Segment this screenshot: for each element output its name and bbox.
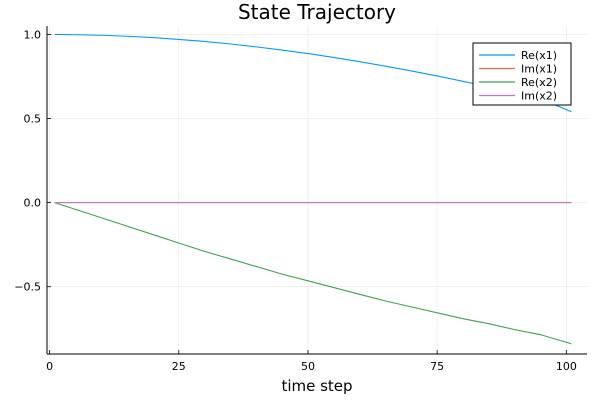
x-tick-label: 75: [430, 360, 444, 373]
y-tick-label: −0.5: [14, 281, 41, 294]
legend: Re(x1)Im(x1)Re(x2)Im(x2): [472, 42, 572, 106]
series-line-re-x2: [54, 202, 572, 345]
y-tick-label: 0.5: [24, 113, 42, 126]
ticks: 0 25 50 75 100 1.0 0.5 0.0 −0.5: [14, 28, 577, 373]
legend-box: [472, 42, 572, 106]
legend-items: Re(x1)Im(x1)Re(x2)Im(x2): [479, 49, 557, 103]
x-tick-label: 0: [46, 360, 53, 373]
legend-label-im-x2: Im(x2): [521, 90, 557, 103]
legend-label-re-x2: Re(x2): [521, 76, 557, 89]
x-tick-label: 50: [301, 360, 315, 373]
x-tick-label: 25: [172, 360, 186, 373]
y-tick-label: 1.0: [24, 28, 42, 41]
chart-title: State Trajectory: [238, 0, 396, 24]
legend-label-im-x1: Im(x1): [521, 63, 557, 76]
y-tick-label: 0.0: [24, 197, 42, 210]
legend-label-re-x1: Re(x1): [521, 49, 557, 62]
axes: [46, 26, 587, 355]
x-tick-label: 100: [556, 360, 577, 373]
x-axis-title: time step: [281, 377, 352, 395]
